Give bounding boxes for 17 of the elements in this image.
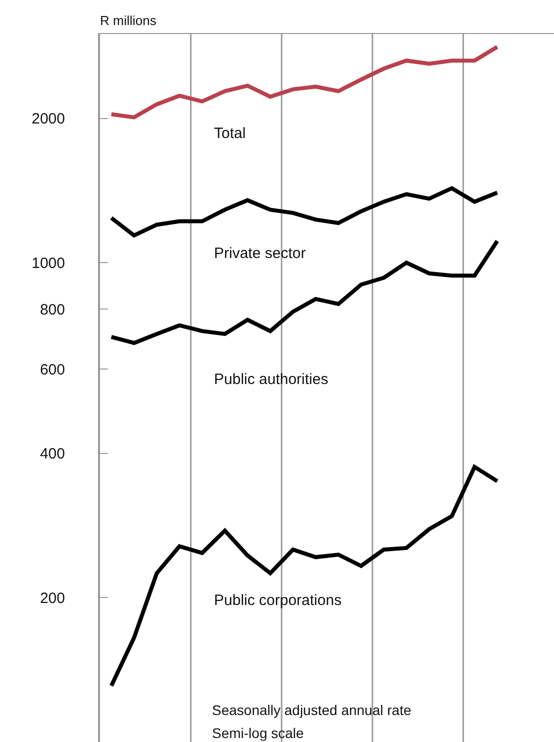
- line-series: [109, 238, 500, 345]
- y-tick-label: 600: [40, 361, 65, 378]
- y-tick-label: 400: [40, 446, 65, 463]
- text: Public authorities: [214, 371, 328, 388]
- line-series: [109, 464, 500, 688]
- annotation: Semi-log scale: [212, 725, 304, 741]
- annotation: Seasonally adjusted annual rate: [212, 702, 412, 718]
- y-tick-label: 1000: [32, 254, 65, 272]
- series-label: Public corporations: [214, 592, 342, 609]
- line-series: [109, 186, 500, 238]
- y-tick-label: 2000: [32, 110, 65, 128]
- series-label: Private sector: [214, 245, 306, 262]
- series-label: Total: [214, 125, 246, 142]
- y-axis-title: R millions: [100, 13, 157, 28]
- line-series: [109, 44, 500, 120]
- y-tick-label: 800: [40, 301, 65, 318]
- y-tick-label: 200: [40, 590, 65, 607]
